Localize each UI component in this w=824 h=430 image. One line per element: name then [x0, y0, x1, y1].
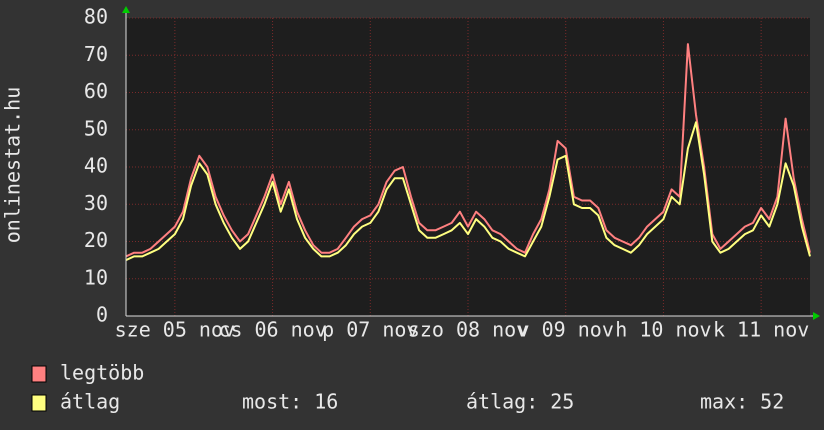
stat-value: 25: [550, 390, 574, 414]
series-line: [125, 43, 811, 258]
y-tick-label: 10: [84, 265, 108, 289]
legend-swatch: [31, 365, 47, 383]
x-tick-label: szo 08 nov: [408, 318, 528, 342]
stat-value: 16: [314, 390, 338, 414]
y-tick-label: 30: [84, 191, 108, 215]
y-axis-label: onlinestat.hu: [1, 87, 25, 244]
legend-label: átlag: [60, 390, 120, 414]
x-tick-label: v 09 nov: [518, 318, 614, 342]
y-tick-label: 50: [84, 116, 108, 140]
y-tick-label: 0: [96, 303, 108, 327]
legend-label: legtöbb: [60, 361, 144, 385]
y-tick-label: 60: [84, 79, 108, 103]
plot: [125, 17, 811, 317]
stat-label: most:: [242, 390, 302, 414]
x-tick-label: p 07 nov: [322, 318, 418, 342]
x-tick-label: cs 06 nov: [218, 318, 326, 342]
x-tick-label: k 11 nov: [713, 318, 809, 342]
y-tick-label: 40: [84, 154, 108, 178]
x-tick-label: h 10 nov: [615, 318, 711, 342]
y-tick-label: 20: [84, 228, 108, 252]
stat-label: max:: [700, 390, 748, 414]
x-tick-label: sze 05 nov: [115, 318, 235, 342]
y-tick-label: 80: [84, 5, 108, 29]
stat-value: 52: [760, 390, 784, 414]
y-tick-label: 70: [84, 42, 108, 66]
series-line: [125, 121, 811, 262]
axis-arrow: [122, 6, 130, 13]
legend-swatch: [31, 394, 47, 412]
stat-label: átlag:: [466, 390, 538, 414]
axis-arrow: [813, 312, 820, 320]
